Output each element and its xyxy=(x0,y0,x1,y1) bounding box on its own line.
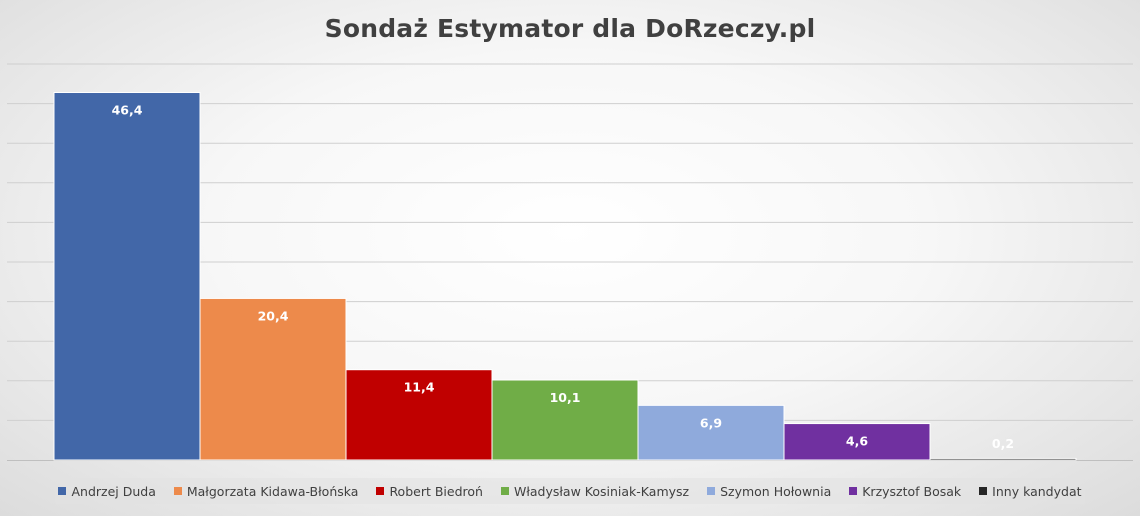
legend-label: Władysław Kosiniak-Kamysz xyxy=(513,483,690,499)
data-label-1: 46,4 xyxy=(112,103,143,118)
data-labels: 46,4 20,4 11,4 10,1 6,9 4,6 0,2 xyxy=(112,103,1015,451)
bar-7 xyxy=(929,457,1077,461)
data-label-5: 6,9 xyxy=(700,415,722,430)
bars xyxy=(53,92,1077,461)
data-label-4: 10,1 xyxy=(550,390,581,405)
legend-item-6: Krzysztof Bosak xyxy=(849,484,961,499)
legend-swatch xyxy=(376,487,385,495)
legend-item-3: Robert Biedroń xyxy=(376,484,483,499)
data-label-3: 11,4 xyxy=(404,380,435,395)
legend-label: Szymon Hołownia xyxy=(720,483,832,499)
legend-label: Małgorzata Kidawa-Błońska xyxy=(186,483,359,499)
data-label-6: 4,6 xyxy=(846,434,868,449)
bar-3 xyxy=(345,369,493,461)
legend-label: Andrzej Duda xyxy=(71,483,156,499)
legend-swatch xyxy=(500,487,509,495)
legend-swatch xyxy=(58,487,67,495)
legend-swatch xyxy=(173,487,182,495)
legend-item-2: Małgorzata Kidawa-Błońska xyxy=(173,483,359,499)
data-label-7: 0,2 xyxy=(992,436,1014,451)
chart-title: Sondaż Estymator dla DoRzeczy.pl xyxy=(324,14,816,43)
legend-swatch xyxy=(979,487,988,495)
data-label-2: 20,4 xyxy=(258,308,289,323)
bar-5 xyxy=(637,404,785,461)
bar-1 xyxy=(53,92,201,461)
legend-item-4: Władysław Kosiniak-Kamysz xyxy=(500,483,690,499)
legend-item-5: Szymon Hołownia xyxy=(707,484,831,499)
bar-6 xyxy=(783,423,931,461)
legend-label: Inny kandydat xyxy=(992,483,1082,499)
legend-item-1: Andrzej Duda xyxy=(58,483,156,499)
legend-label: Robert Biedroń xyxy=(389,483,483,499)
legend-item-7: Inny kandydat xyxy=(979,483,1082,499)
legend-swatch xyxy=(849,487,858,495)
legend-label: Krzysztof Bosak xyxy=(862,483,962,499)
legend: Andrzej Duda Małgorzata Kidawa-Błońska Rob… xyxy=(55,478,1085,504)
legend-swatch xyxy=(707,487,716,495)
